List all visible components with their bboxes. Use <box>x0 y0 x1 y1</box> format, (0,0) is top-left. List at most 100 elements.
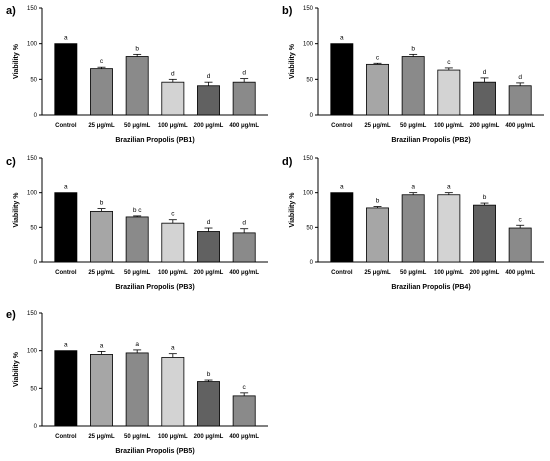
bar <box>401 56 425 116</box>
bar <box>437 69 461 116</box>
panel-4: d) 0 50 100 150 Viability % a Control b 25 μg/mL a… <box>282 156 544 291</box>
y-tick-label: 150 <box>303 156 314 162</box>
bar <box>330 43 354 116</box>
x-tick-label: 50 μg/mL <box>400 123 427 129</box>
bar <box>437 194 461 263</box>
y-tick-label: 0 <box>34 113 38 119</box>
y-tick-label: 50 <box>30 77 37 83</box>
y-tick-label: 100 <box>27 349 38 355</box>
significance-letter: c <box>447 59 451 66</box>
bar <box>473 204 496 263</box>
significance-letter: c <box>243 384 247 391</box>
x-tick-label: Control <box>55 434 77 440</box>
y-tick-label: 0 <box>34 424 38 430</box>
significance-letter: a <box>340 35 344 42</box>
bar <box>232 81 256 116</box>
significance-letter: b c <box>133 207 142 214</box>
x-tick-label: 200 μg/mL <box>194 123 224 129</box>
bar <box>473 81 496 116</box>
x-axis-label: Brazilian Propolis (PB5) <box>115 448 194 455</box>
bar <box>197 381 220 427</box>
x-tick-label: 25 μg/mL <box>88 270 115 276</box>
y-tick-label: 100 <box>303 191 314 197</box>
x-tick-label: Control <box>55 123 77 129</box>
significance-letter: a <box>64 35 68 42</box>
y-tick-label: 150 <box>27 6 38 12</box>
significance-letter: a <box>100 342 104 349</box>
bar <box>125 352 149 427</box>
bar <box>366 63 389 116</box>
y-tick-label: 150 <box>27 156 38 162</box>
bar <box>125 56 149 116</box>
significance-letter: b <box>135 45 139 52</box>
x-tick-label: 100 μg/mL <box>158 434 188 440</box>
x-tick-label: 400 μg/mL <box>505 270 535 276</box>
significance-letter: a <box>171 345 175 352</box>
bar <box>161 222 185 263</box>
y-tick-label: 50 <box>306 225 313 231</box>
x-axis-label: Brazilian Propolis (PB3) <box>115 284 194 291</box>
significance-letter: a <box>340 184 344 191</box>
panel-label: c) <box>6 156 16 168</box>
significance-letter: d <box>242 70 246 77</box>
bar <box>197 85 220 116</box>
significance-letter: c <box>100 58 104 65</box>
significance-letter: a <box>135 341 139 348</box>
x-axis-label: Brazilian Propolis (PB2) <box>391 137 470 144</box>
panel-label: a) <box>6 5 16 17</box>
x-tick-label: 50 μg/mL <box>400 270 427 276</box>
x-tick-label: 100 μg/mL <box>158 123 188 129</box>
y-axis-label: Viability % <box>289 43 296 79</box>
panel-label: b) <box>282 5 293 17</box>
significance-letter: d <box>242 220 246 227</box>
panel-label: e) <box>6 309 16 321</box>
x-tick-label: 400 μg/mL <box>229 270 259 276</box>
x-tick-label: 200 μg/mL <box>470 270 500 276</box>
panel-label: d) <box>282 156 293 168</box>
y-tick-label: 0 <box>310 260 314 266</box>
x-tick-label: 25 μg/mL <box>364 123 391 129</box>
y-tick-label: 0 <box>310 113 314 119</box>
x-axis-label: Brazilian Propolis (PB4) <box>391 284 470 291</box>
significance-letter: b <box>207 371 211 378</box>
bar <box>54 43 78 116</box>
bar <box>366 207 389 263</box>
significance-letter: b <box>376 198 380 205</box>
significance-letter: c <box>171 211 175 218</box>
y-axis-label: Viability % <box>13 192 20 228</box>
bar <box>232 232 256 263</box>
panel-3: c) 0 50 100 150 Viability % a Control b 25 μg/mL b… <box>6 156 268 291</box>
x-tick-label: 50 μg/mL <box>124 123 151 129</box>
y-axis-label: Viability % <box>289 192 296 228</box>
bar <box>401 194 425 263</box>
y-tick-label: 50 <box>30 386 37 392</box>
bar <box>161 357 185 427</box>
bar <box>232 395 256 427</box>
bar <box>90 68 113 116</box>
x-tick-label: Control <box>331 123 353 129</box>
significance-letter: d <box>518 74 522 81</box>
bar <box>508 85 532 116</box>
significance-letter: d <box>207 73 211 80</box>
y-tick-label: 150 <box>303 6 314 12</box>
bar <box>90 354 113 427</box>
y-axis-label: Viability % <box>13 43 20 79</box>
x-tick-label: 400 μg/mL <box>229 434 259 440</box>
significance-letter: a <box>447 184 451 191</box>
significance-letter: d <box>207 219 211 226</box>
panel-5: e) 0 50 100 150 Viability % a Control a 25 μg/mL a… <box>6 309 268 455</box>
significance-letter: c <box>376 54 380 61</box>
bar <box>161 81 185 116</box>
x-tick-label: 25 μg/mL <box>364 270 391 276</box>
y-tick-label: 150 <box>27 311 38 317</box>
x-tick-label: 50 μg/mL <box>124 434 151 440</box>
x-tick-label: 50 μg/mL <box>124 270 151 276</box>
panel-1: a) 0 50 100 150 Viability % a Control c 25 μg/mL b… <box>6 5 268 144</box>
y-tick-label: 0 <box>34 260 38 266</box>
significance-letter: b <box>411 45 415 52</box>
x-axis-label: Brazilian Propolis (PB1) <box>115 137 194 144</box>
significance-letter: a <box>64 184 68 191</box>
y-tick-label: 50 <box>30 225 37 231</box>
